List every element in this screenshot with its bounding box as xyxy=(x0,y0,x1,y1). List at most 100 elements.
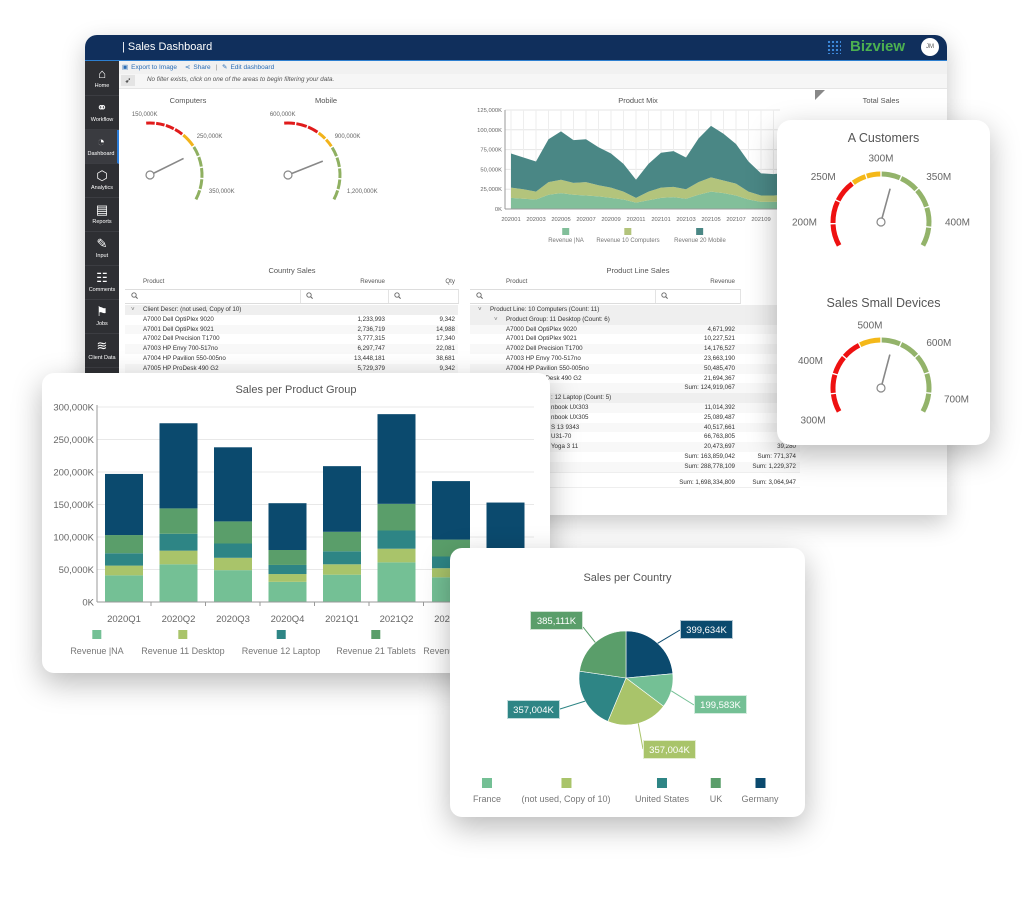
column-filter-input[interactable] xyxy=(300,289,389,304)
search-icon[interactable] xyxy=(661,292,668,299)
sales-per-country-chart[interactable] xyxy=(450,548,805,817)
collapse-toggle-icon[interactable]: ˅ xyxy=(494,315,498,323)
x-tick-label: 202103 xyxy=(676,217,695,223)
gauge-tick-label: 300M xyxy=(801,415,826,426)
gauge-band-segment xyxy=(915,354,929,374)
bar-segment-2020Q4 xyxy=(268,581,307,602)
column-header-product[interactable]: Product xyxy=(506,278,528,285)
mobile-gauge[interactable]: 600,000K 900,000K 1,200,000K xyxy=(258,105,398,215)
user-avatar[interactable]: JM xyxy=(921,38,939,56)
gauge-tick-label: 350,000K xyxy=(209,189,235,195)
column-header-product[interactable]: Product xyxy=(143,278,165,285)
column-filter-input[interactable] xyxy=(125,289,301,304)
legend-item[interactable]: Revenue |NA xyxy=(70,630,124,656)
legend-item[interactable]: UK xyxy=(710,778,722,804)
bar-segment-2021Q2 xyxy=(377,414,416,504)
collapse-toggle-icon[interactable]: ˅ xyxy=(478,306,482,313)
customer-gauges[interactable]: 200M 250M 300M 350M 400M 300M 400M 500M 600M 700M xyxy=(777,120,990,445)
legend-swatch xyxy=(624,228,632,235)
sidebar-item-client-data[interactable]: ≋ Client Data xyxy=(85,334,119,368)
legend-item[interactable]: Revenue |NA xyxy=(548,228,584,244)
edit-dashboard-button[interactable]: Edit dashboard xyxy=(230,64,275,71)
column-header-revenue[interactable]: Revenue xyxy=(710,278,735,285)
bar-segment-2021Q2 xyxy=(377,530,416,549)
home-icon: ⌂ xyxy=(98,66,106,81)
share-button[interactable]: Share xyxy=(193,64,211,71)
cell-qty: 14,988 xyxy=(436,325,455,333)
y-tick-label: 300,000K xyxy=(53,403,94,414)
cell-product: : 12 Laptop (Count: 5) xyxy=(551,394,612,402)
sidebar-item-dashboard[interactable]: ◔ Dashboard xyxy=(85,130,119,164)
y-tick-label: 0K xyxy=(495,207,502,213)
search-icon[interactable] xyxy=(394,292,401,299)
y-tick-label: 250,000K xyxy=(53,435,94,446)
legend-item[interactable]: Revenue 11 Desktop xyxy=(141,630,225,656)
gauge-band-segment xyxy=(198,179,204,190)
sidebar-item-reports[interactable]: ▤ Reports xyxy=(85,198,119,232)
search-icon[interactable] xyxy=(131,292,138,299)
bar-segment-2021Q4 xyxy=(486,502,525,549)
gauge-needle xyxy=(881,354,891,385)
legend-swatch xyxy=(276,630,286,639)
pie-leader-line xyxy=(670,690,695,706)
bar-segment-2021Q1 xyxy=(323,551,361,565)
legend-item[interactable]: Revenue 21 Tablets xyxy=(336,630,416,656)
gauge-band-segment xyxy=(835,181,854,202)
gauge-band-segment xyxy=(194,189,202,201)
legend-item[interactable]: (not used, Copy of 10) xyxy=(521,778,611,804)
sidebar-item-input[interactable]: ✎ Input xyxy=(85,232,119,266)
gauge-band-segment xyxy=(830,374,838,394)
column-filter-input[interactable] xyxy=(655,289,741,304)
sidebar-item-workflow[interactable]: ⚭ Workflow xyxy=(85,96,119,130)
legend-swatch xyxy=(710,778,721,788)
gauge-band-segment xyxy=(155,121,165,127)
column-header-revenue[interactable]: Revenue xyxy=(360,278,385,285)
export-image-icon[interactable]: ▣ xyxy=(122,64,129,71)
column-filter-input[interactable] xyxy=(388,289,459,304)
column-filter-input[interactable] xyxy=(470,289,656,304)
sidebar-item-label: Home xyxy=(94,83,110,89)
cell-revenue: Sum: 1,698,334,809 xyxy=(679,478,735,486)
table-row[interactable]: Sum: 288,778,109 Sum: 1,229,372 xyxy=(470,461,800,473)
computers-gauge[interactable]: 150,000K 250,000K 350,000K xyxy=(120,105,250,215)
legend-item[interactable]: Revenue 20 Mobile xyxy=(674,228,726,244)
legend-item[interactable]: Germany xyxy=(741,778,779,804)
x-tick-label: 202011 xyxy=(627,217,646,223)
search-icon[interactable] xyxy=(476,292,483,299)
bar-segment-2020Q4 xyxy=(268,564,307,575)
cell-product: A7005 HP ProDesk 490 G2 xyxy=(143,364,219,372)
column-header-qty[interactable]: Qty xyxy=(445,278,455,285)
pie-data-label: 399,634K xyxy=(680,620,733,639)
sidebar-item-home[interactable]: ⌂ Home xyxy=(85,62,119,96)
gauge-tick-label: 900,000K xyxy=(335,134,361,140)
legend-item[interactable]: France xyxy=(473,778,501,804)
sidebar-item-jobs[interactable]: ⚑ Jobs xyxy=(85,300,119,334)
dashboard-gauge-icon: ◔ xyxy=(97,134,105,149)
sidebar-item-analytics[interactable]: ⬡ Analytics xyxy=(85,164,119,198)
search-icon[interactable] xyxy=(306,292,313,299)
y-tick-label: 0K xyxy=(82,598,94,609)
pin-filter-button[interactable]: ➶ xyxy=(121,75,135,86)
cell-product: Product Line: 10 Computers (Count: 11) xyxy=(490,306,600,313)
pencil-icon[interactable]: ✎ xyxy=(222,64,228,71)
cell-product: A7002 Dell Precision T1700 xyxy=(143,335,220,343)
bar-segment-2020Q2 xyxy=(159,550,198,565)
legend-swatch xyxy=(371,630,381,639)
share-icon[interactable]: ⋖ xyxy=(184,64,191,71)
legend-item[interactable]: Revenue 12 Laptop xyxy=(242,630,320,656)
gauge-band-segment xyxy=(332,189,340,201)
legend-swatch xyxy=(92,630,102,639)
sidebar-item-comments[interactable]: ☷ Comments xyxy=(85,266,119,300)
legend-label: Germany xyxy=(741,794,779,804)
table-row[interactable]: Sum: 1,698,334,809 Sum: 3,064,947 xyxy=(470,477,800,489)
collapse-toggle-icon[interactable]: ˅ xyxy=(131,306,135,313)
cell-qty: Sum: 3,064,947 xyxy=(752,478,796,486)
export-to-image-button[interactable]: Export to Image xyxy=(131,64,178,71)
legend-item[interactable]: United States xyxy=(635,778,689,804)
cell-revenue: 23,663,190 xyxy=(704,355,735,362)
bar-segment-2020Q2 xyxy=(159,533,198,551)
gauge-band-segment xyxy=(324,138,333,148)
product-mix-chart[interactable]: 0K 25,000K 50,000K 75,000K 100,000K 125,000K 2… xyxy=(465,95,780,255)
legend-item[interactable]: Revenue 10 Computers xyxy=(596,228,660,244)
sales-per-product-group-chart[interactable]: 0K 50,000K 100,000K 150,000K 200,000K 250,000… xyxy=(42,373,550,673)
